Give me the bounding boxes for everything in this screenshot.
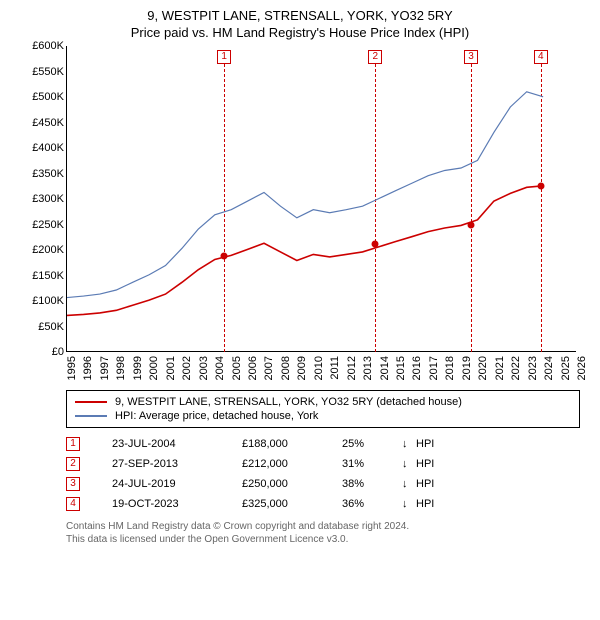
y-axis-label: £350K: [20, 168, 64, 180]
legend-row-property: 9, WESTPIT LANE, STRENSALL, YORK, YO32 5…: [75, 395, 571, 409]
marker-box: 1: [217, 50, 231, 64]
legend-swatch-hpi: [75, 415, 107, 417]
legend-label-hpi: HPI: Average price, detached house, York: [115, 410, 318, 422]
chart-title: 9, WESTPIT LANE, STRENSALL, YORK, YO32 5…: [0, 0, 600, 23]
tx-price: £188,000: [242, 438, 342, 450]
marker-dot: [537, 183, 544, 190]
chart-area: 1 2 3 4 £0 £50K £100K £150K £200K £250K £300K £350…: [20, 46, 580, 386]
transaction-row: 2 27-SEP-2013£212,00031%↓HPI: [66, 454, 580, 474]
transaction-row: 3 24-JUL-2019£250,00038%↓HPI: [66, 474, 580, 494]
tx-date: 24-JUL-2019: [112, 478, 242, 490]
marker-dot: [372, 240, 379, 247]
down-arrow-icon: ↓: [402, 498, 416, 510]
plot-region: 1 2 3 4: [66, 46, 576, 352]
tx-price: £250,000: [242, 478, 342, 490]
legend-swatch-property: [75, 401, 107, 403]
tx-marker: 3: [66, 477, 80, 491]
footer-line-2: This data is licensed under the Open Gov…: [66, 533, 580, 546]
y-axis-label: £0: [20, 346, 64, 358]
y-axis-label: £250K: [20, 219, 64, 231]
legend-label-property: 9, WESTPIT LANE, STRENSALL, YORK, YO32 5…: [115, 396, 462, 408]
legend: 9, WESTPIT LANE, STRENSALL, YORK, YO32 5…: [66, 390, 580, 428]
transactions-table: 123-JUL-2004£188,00025%↓HPI227-SEP-2013£…: [66, 434, 580, 514]
y-axis-label: £200K: [20, 244, 64, 256]
tx-vs-hpi: HPI: [416, 458, 434, 470]
y-axis-label: £400K: [20, 142, 64, 154]
chart-svg: [67, 46, 576, 351]
y-axis-label: £300K: [20, 193, 64, 205]
tx-marker: 1: [66, 437, 80, 451]
down-arrow-icon: ↓: [402, 438, 416, 450]
tx-pct: 31%: [342, 458, 402, 470]
tx-pct: 25%: [342, 438, 402, 450]
y-axis-label: £600K: [20, 40, 64, 52]
series-property: [67, 186, 543, 316]
y-axis-label: £100K: [20, 295, 64, 307]
tx-date: 19-OCT-2023: [112, 498, 242, 510]
y-axis-label: £500K: [20, 91, 64, 103]
tx-marker: 4: [66, 497, 80, 511]
transaction-row: 1 23-JUL-2004£188,00025%↓HPI: [66, 434, 580, 454]
tx-pct: 36%: [342, 498, 402, 510]
transaction-row: 4 19-OCT-2023£325,00036%↓HPI: [66, 494, 580, 514]
footer-line-1: Contains HM Land Registry data © Crown c…: [66, 520, 580, 533]
tx-date: 23-JUL-2004: [112, 438, 242, 450]
x-axis-label: 2026: [576, 356, 600, 380]
footer: Contains HM Land Registry data © Crown c…: [66, 520, 580, 546]
y-axis-label: £50K: [20, 321, 64, 333]
tx-price: £325,000: [242, 498, 342, 510]
marker-box: 2: [368, 50, 382, 64]
tx-marker: 2: [66, 457, 80, 471]
chart-container: 9, WESTPIT LANE, STRENSALL, YORK, YO32 5…: [0, 0, 600, 620]
marker-box: 4: [534, 50, 548, 64]
down-arrow-icon: ↓: [402, 478, 416, 490]
marker-dot: [221, 253, 228, 260]
y-axis-label: £550K: [20, 66, 64, 78]
tx-pct: 38%: [342, 478, 402, 490]
series-hpi: [67, 92, 543, 298]
marker-box: 3: [464, 50, 478, 64]
down-arrow-icon: ↓: [402, 458, 416, 470]
tx-price: £212,000: [242, 458, 342, 470]
y-axis-label: £150K: [20, 270, 64, 282]
tx-date: 27-SEP-2013: [112, 458, 242, 470]
tx-vs-hpi: HPI: [416, 478, 434, 490]
tx-vs-hpi: HPI: [416, 498, 434, 510]
marker-dot: [468, 221, 475, 228]
legend-row-hpi: HPI: Average price, detached house, York: [75, 409, 571, 423]
y-axis-label: £450K: [20, 117, 64, 129]
chart-subtitle: Price paid vs. HM Land Registry's House …: [0, 23, 600, 46]
tx-vs-hpi: HPI: [416, 438, 434, 450]
